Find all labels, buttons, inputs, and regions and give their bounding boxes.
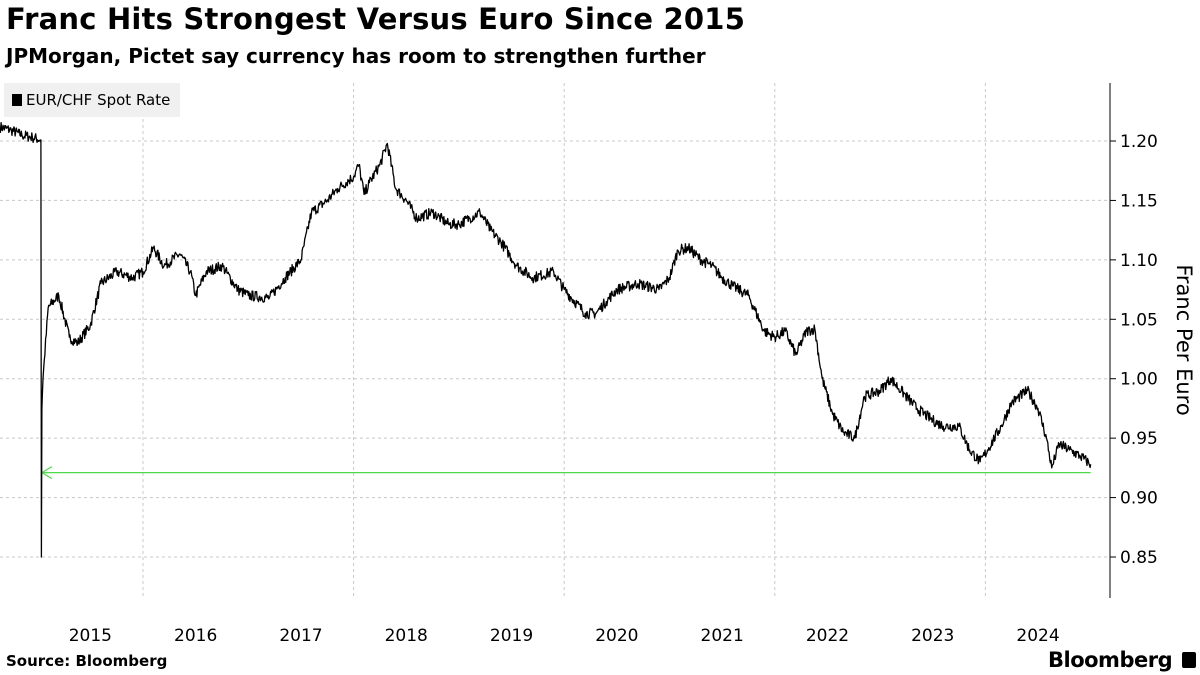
x-tick-label: 2019 bbox=[490, 626, 533, 646]
source-note: Source: Bloomberg bbox=[6, 652, 168, 670]
legend: EUR/CHF Spot Rate bbox=[4, 83, 181, 117]
bloomberg-logo: Bloomberg bbox=[1048, 648, 1197, 672]
x-tick-label: 2015 bbox=[69, 626, 112, 646]
x-tick-label: 2016 bbox=[174, 626, 217, 646]
legend-label: EUR/CHF Spot Rate bbox=[26, 91, 171, 109]
y-tick-label: 1.05 bbox=[1120, 310, 1158, 330]
x-tick-label: 2023 bbox=[911, 626, 954, 646]
annotation-arrow bbox=[40, 466, 1091, 480]
x-tick-label: 2018 bbox=[385, 626, 428, 646]
chart-title: Franc Hits Strongest Versus Euro Since 2… bbox=[6, 2, 746, 36]
gridlines bbox=[0, 83, 1110, 598]
chart-subtitle: JPMorgan, Pictet say currency has room t… bbox=[6, 44, 706, 68]
y-axis-title: Franc Per Euro bbox=[1172, 264, 1196, 415]
legend-swatch bbox=[12, 94, 22, 106]
y-tick-label: 0.90 bbox=[1120, 489, 1158, 509]
y-tick-label: 0.85 bbox=[1120, 548, 1158, 568]
y-axis: 1.20 1.15 1.10 1.05 1.00 0.95 0.90 0.85 bbox=[1109, 83, 1158, 598]
x-tick-label: 2017 bbox=[279, 626, 322, 646]
x-axis: 2015 2016 2017 2018 2019 2020 2021 2022 2023 2024 bbox=[69, 626, 1060, 646]
y-tick-label: 1.10 bbox=[1120, 251, 1158, 271]
series-line-eur-chf bbox=[0, 121, 1092, 558]
y-tick-label: 1.00 bbox=[1120, 370, 1158, 390]
bloomberg-chart-icon bbox=[1182, 652, 1197, 668]
x-tick-label: 2020 bbox=[595, 626, 638, 646]
y-tick-label: 0.95 bbox=[1120, 429, 1158, 449]
y-tick-label: 1.20 bbox=[1120, 132, 1158, 152]
y-tick-label: 1.15 bbox=[1120, 191, 1158, 211]
x-tick-label: 2022 bbox=[806, 626, 849, 646]
x-tick-label: 2021 bbox=[701, 626, 744, 646]
x-tick-label: 2024 bbox=[1016, 626, 1059, 646]
logo-text: Bloomberg bbox=[1048, 648, 1173, 672]
